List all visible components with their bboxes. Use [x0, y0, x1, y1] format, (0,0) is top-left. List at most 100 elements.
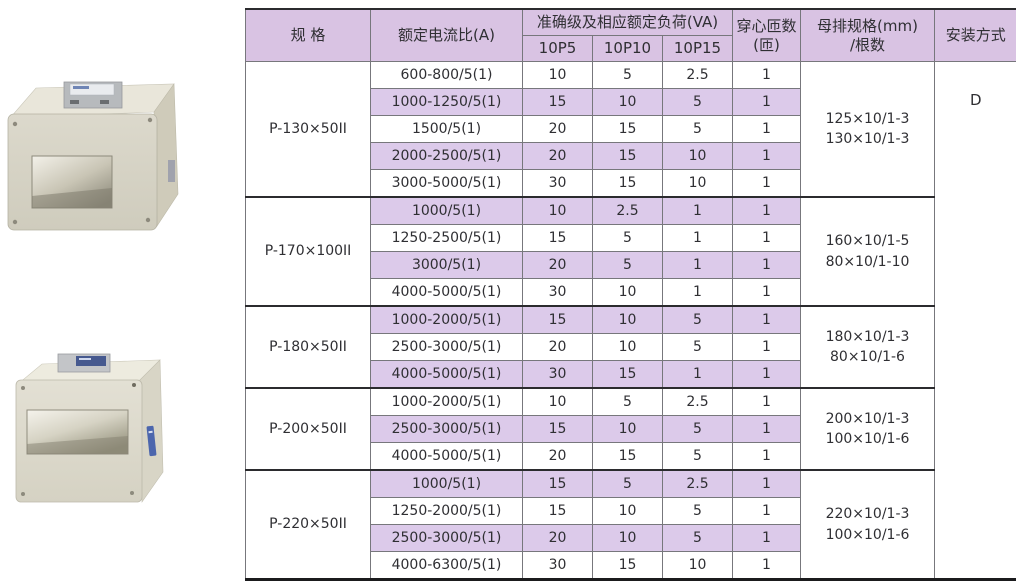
p10-cell: 10: [593, 334, 663, 361]
busbar-cell: 125×10/1-3 130×10/1-3: [801, 62, 935, 198]
p10-cell: 15: [593, 361, 663, 389]
ratio-cell: 2500-3000/5(1): [371, 416, 523, 443]
p10-cell: 15: [593, 552, 663, 580]
p5-cell: 15: [523, 89, 593, 116]
p5-cell: 20: [523, 116, 593, 143]
p15-cell: 5: [663, 416, 733, 443]
ratio-cell: 2000-2500/5(1): [371, 143, 523, 170]
ratio-cell: 2500-3000/5(1): [371, 334, 523, 361]
busbar-cell: 160×10/1-5 80×10/1-10: [801, 197, 935, 306]
ct-terminal-slot: [70, 100, 79, 104]
p15-cell: 5: [663, 116, 733, 143]
ratio-cell: 1000/5(1): [371, 197, 523, 225]
p10-cell: 5: [593, 62, 663, 89]
ratio-cell: 4000-6300/5(1): [371, 552, 523, 580]
p5-cell: 15: [523, 416, 593, 443]
p15-cell: 1: [663, 279, 733, 307]
ct-terminal-label: [76, 356, 106, 366]
p10-cell: 15: [593, 170, 663, 198]
p5-cell: 15: [523, 498, 593, 525]
p10-cell: 15: [593, 443, 663, 471]
col-header-10p15: 10P15: [663, 36, 733, 62]
spec-table-header: 规 格 额定电流比(A) 准确级及相应额定负荷(VA) 穿心匝数(匝) 母排规格…: [246, 9, 1016, 62]
ct-terminal-label: [70, 84, 114, 95]
ratio-cell: 3000-5000/5(1): [371, 170, 523, 198]
turns-cell: 1: [733, 279, 801, 307]
p10-cell: 5: [593, 470, 663, 498]
col-header-busbar: 母排规格(mm) /根数: [801, 9, 935, 62]
ratio-cell: 1000-1250/5(1): [371, 89, 523, 116]
turns-cell: 1: [733, 116, 801, 143]
p5-cell: 10: [523, 62, 593, 89]
ct-top-illustration: [4, 72, 186, 238]
p10-cell: 10: [593, 416, 663, 443]
install-cell: D: [935, 62, 1016, 580]
p15-cell: 5: [663, 498, 733, 525]
p5-cell: 30: [523, 170, 593, 198]
p5-cell: 30: [523, 361, 593, 389]
ct-side-label: [168, 160, 175, 182]
ratio-cell: 4000-5000/5(1): [371, 279, 523, 307]
ratio-cell: 1500/5(1): [371, 116, 523, 143]
col-header-10p5: 10P5: [523, 36, 593, 62]
current-transformer-photo-top: [4, 72, 186, 238]
p5-cell: 30: [523, 552, 593, 580]
turns-cell: 1: [733, 225, 801, 252]
spec-cell: P-130×50II: [246, 62, 371, 198]
p15-cell: 5: [663, 443, 733, 471]
p15-cell: 2.5: [663, 388, 733, 416]
turns-cell: 1: [733, 89, 801, 116]
p15-cell: 1: [663, 197, 733, 225]
p10-cell: 5: [593, 388, 663, 416]
ct-bottom-illustration: [12, 352, 164, 508]
p15-cell: 5: [663, 306, 733, 334]
spec-cell: P-170×100II: [246, 197, 371, 306]
header-row-1: 规 格 额定电流比(A) 准确级及相应额定负荷(VA) 穿心匝数(匝) 母排规格…: [246, 9, 1016, 36]
ct-screw: [13, 122, 17, 126]
col-header-load-group: 准确级及相应额定负荷(VA): [523, 9, 733, 36]
turns-cell: 1: [733, 143, 801, 170]
p10-cell: 10: [593, 498, 663, 525]
p5-cell: 20: [523, 143, 593, 170]
ct-screw: [13, 220, 17, 224]
p5-cell: 10: [523, 388, 593, 416]
turns-cell: 1: [733, 197, 801, 225]
ct-screw: [146, 218, 150, 222]
p5-cell: 20: [523, 443, 593, 471]
ct-terminal-slot: [100, 100, 109, 104]
ratio-cell: 1250-2500/5(1): [371, 225, 523, 252]
turns-cell: 1: [733, 552, 801, 580]
col-header-install: 安装方式: [935, 9, 1016, 62]
ct-screw: [148, 118, 152, 122]
p15-cell: 1: [663, 361, 733, 389]
ratio-cell: 1000-2000/5(1): [371, 306, 523, 334]
p15-cell: 1: [663, 225, 733, 252]
ratio-cell: 1000/5(1): [371, 470, 523, 498]
p15-cell: 1: [663, 252, 733, 279]
turns-cell: 1: [733, 525, 801, 552]
ratio-cell: 4000-5000/5(1): [371, 443, 523, 471]
ct-side-label-mark: [148, 431, 152, 433]
turns-cell: 1: [733, 252, 801, 279]
p10-cell: 10: [593, 306, 663, 334]
p10-cell: 2.5: [593, 197, 663, 225]
p5-cell: 20: [523, 334, 593, 361]
spec-table-wrap: 规 格 额定电流比(A) 准确级及相应额定负荷(VA) 穿心匝数(匝) 母排规格…: [245, 8, 1016, 581]
p15-cell: 10: [663, 552, 733, 580]
turns-cell: 1: [733, 306, 801, 334]
turns-cell: 1: [733, 170, 801, 198]
ct-terminal-label-mark: [73, 86, 89, 89]
turns-cell: 1: [733, 416, 801, 443]
p15-cell: 5: [663, 525, 733, 552]
p10-cell: 15: [593, 116, 663, 143]
ct-screw: [21, 492, 25, 496]
product-photo-column: [0, 0, 245, 579]
p5-cell: 15: [523, 225, 593, 252]
p15-cell: 10: [663, 143, 733, 170]
turns-cell: 1: [733, 361, 801, 389]
p10-cell: 5: [593, 225, 663, 252]
